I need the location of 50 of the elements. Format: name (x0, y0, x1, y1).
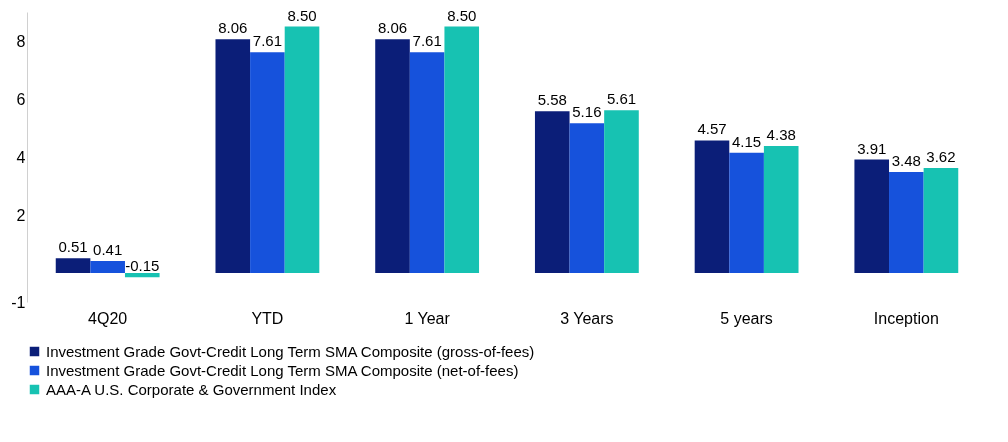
text: 5.61 (606, 90, 637, 108)
bar (444, 26, 480, 273)
x-tick-label: YTD (251, 309, 284, 327)
text: 8.06 (218, 19, 248, 37)
bar (569, 123, 605, 273)
bar (250, 52, 285, 273)
bar (923, 168, 959, 273)
x-tick-label: 4Q20 (88, 309, 128, 327)
x-tick-label: 1 Year (404, 309, 451, 327)
x-tick-label: Inception (873, 309, 939, 327)
text: 4.57 (697, 120, 727, 138)
text: 3.48 (891, 152, 921, 170)
text: 7.61 (412, 32, 442, 50)
bar (854, 159, 890, 273)
text: 3.91 (857, 139, 887, 157)
y-tick-label: -1 (11, 293, 26, 311)
x-tick-label: 3 Years (560, 309, 614, 327)
bar (284, 26, 320, 273)
text: 5.58 (537, 91, 567, 109)
text: 8.50 (447, 6, 477, 24)
y-tick-label: 6 (16, 90, 26, 108)
y-tick-label: 4 (16, 148, 26, 166)
bar (55, 258, 91, 273)
bar (889, 172, 924, 273)
text: 0.41 (93, 241, 123, 259)
text: 5.16 (572, 103, 602, 121)
text: 3.62 (926, 148, 956, 166)
text: -0.15 (125, 257, 160, 275)
bar (375, 39, 410, 273)
legend-label: AAA-A U.S. Corporate & Government Index (46, 380, 337, 398)
legend-label: Investment Grade Govt-Credit Long Term SMA Composite (gross-of-fees) (46, 342, 535, 360)
text: 4.15 (732, 132, 762, 150)
legend-label: Investment Grade Govt-Credit Long Term SMA Composite (net-of-fees) (46, 361, 519, 379)
bar (215, 39, 251, 273)
bar (534, 111, 570, 273)
bar (409, 52, 445, 273)
text: 8.06 (377, 19, 408, 37)
y-tick-label: 2 (16, 206, 26, 224)
bar (694, 140, 730, 273)
text: 4.38 (766, 125, 796, 143)
text: 8.50 (287, 6, 317, 24)
bar (90, 261, 125, 273)
y-tick-label: 8 (16, 32, 26, 50)
bar (729, 152, 764, 273)
text: 0.51 (58, 238, 88, 256)
bar (763, 145, 799, 273)
x-tick-label: 5 years (720, 309, 773, 327)
text: 7.61 (252, 32, 282, 50)
bar (124, 273, 160, 278)
bar (604, 110, 639, 273)
